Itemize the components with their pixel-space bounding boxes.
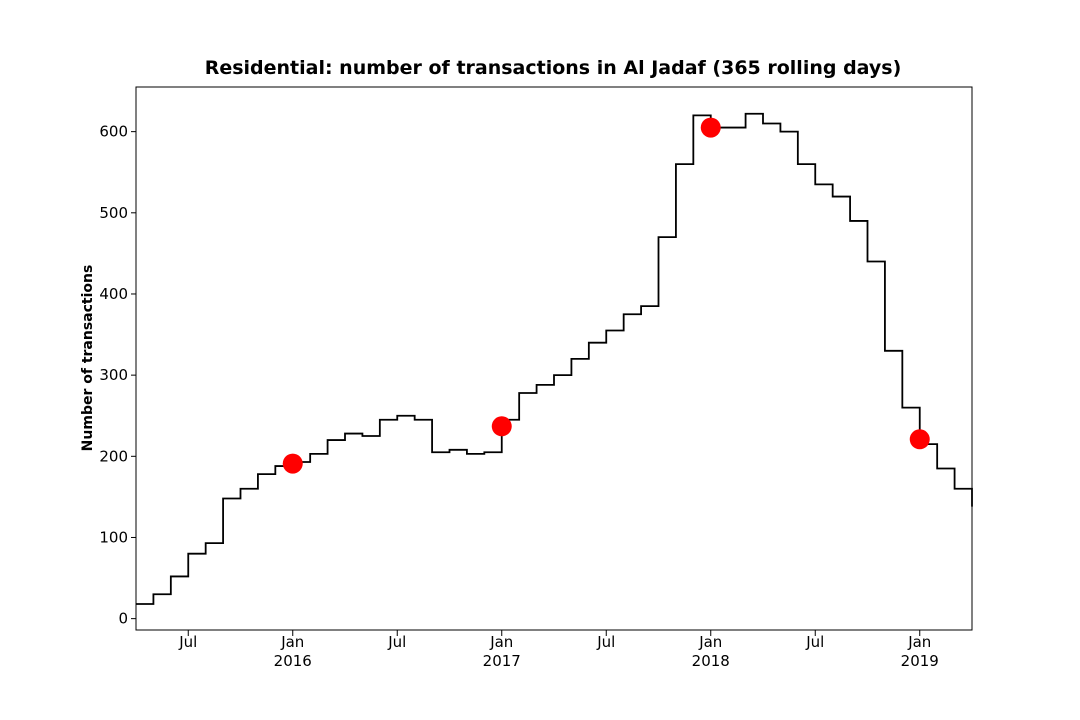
- x-tick-label: Jul: [388, 633, 407, 651]
- y-tick-label: 200: [99, 447, 128, 465]
- y-axis-label: Number of transactions: [80, 265, 96, 452]
- chart-title: Residential: number of transactions in A…: [205, 57, 902, 79]
- x-tick-label: Jul: [179, 633, 198, 651]
- marker: [282, 453, 303, 474]
- y-tick-label: 100: [99, 528, 128, 546]
- y-tick-label: 400: [99, 285, 128, 303]
- x-tick-label: Jan 2016: [273, 633, 312, 670]
- x-tick-label: Jan 2019: [900, 633, 939, 670]
- y-tick-label: 600: [99, 123, 128, 141]
- line: [136, 112, 973, 605]
- x-tick-label: Jan 2018: [691, 633, 730, 670]
- x-tick-label: Jan 2017: [482, 633, 521, 670]
- y-tick-label: 0: [118, 610, 128, 628]
- x-tick-label: Jul: [806, 633, 825, 651]
- marker: [909, 429, 930, 450]
- y-tick-label: 500: [99, 204, 128, 222]
- x-tick-label: Jul: [597, 633, 616, 651]
- marker: [700, 117, 721, 138]
- plot-frame: [135, 86, 973, 631]
- marker: [491, 416, 512, 437]
- y-tick-label: 300: [99, 366, 128, 384]
